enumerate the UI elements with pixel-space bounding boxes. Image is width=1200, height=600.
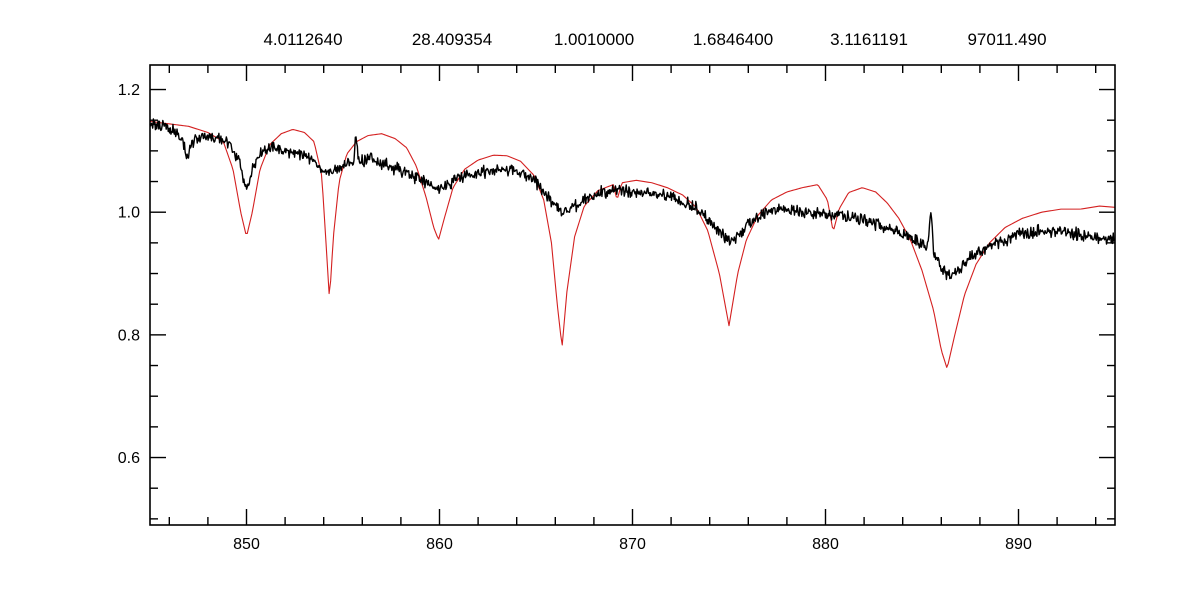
title-value-1: 4.0112640 (263, 30, 342, 49)
title-value-3: 1.0010000 (554, 30, 634, 49)
x-tick-label: 850 (233, 536, 260, 553)
x-tick-label: 870 (619, 536, 646, 553)
y-tick-label: 0.6 (118, 450, 140, 467)
series-layer (149, 118, 1116, 368)
plot-title: 4.0112640 28.409354 1.0010000 1.6846400 … (263, 30, 1046, 49)
title-value-2: 28.409354 (412, 30, 492, 49)
y-tick-label: 1.2 (118, 82, 140, 99)
axes-layer (149, 64, 1116, 526)
x-tick-label: 860 (426, 536, 453, 553)
observed-spectrum-line (149, 118, 1116, 281)
axis-box (149, 64, 1116, 526)
x-tick-label: 890 (1005, 536, 1032, 553)
y-tick-label: 0.8 (118, 327, 140, 344)
x-tick-label: 880 (812, 536, 839, 553)
model-spectrum-line (149, 120, 1116, 368)
title-value-5: 3.1161191 (830, 30, 908, 49)
title-value-4: 1.6846400 (693, 30, 773, 49)
title-value-6: 97011.490 (967, 30, 1046, 49)
tick-labels-layer: 850 860 870 880 890 0.6 0.8 1.0 1.2 (118, 82, 1032, 553)
y-tick-label: 1.0 (118, 205, 140, 222)
